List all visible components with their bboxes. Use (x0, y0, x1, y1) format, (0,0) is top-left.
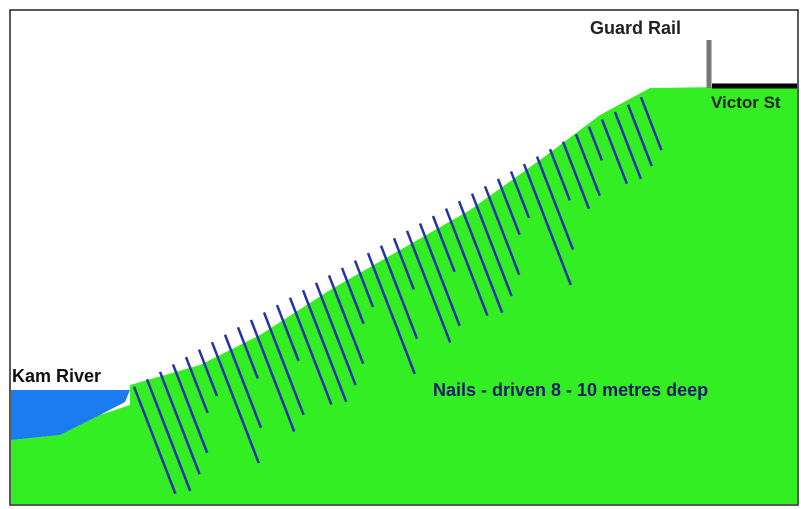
nail (223, 334, 263, 429)
nail (418, 222, 461, 327)
nail (340, 267, 365, 325)
river-label: Kam River (12, 366, 101, 386)
nail (301, 289, 348, 403)
guard-rail-label: Guard Rail (590, 18, 681, 38)
nail (522, 163, 572, 286)
nail (236, 326, 259, 379)
nail (366, 252, 416, 375)
nail (613, 111, 643, 180)
nail (639, 96, 663, 151)
street-label: Victor St (711, 93, 781, 112)
nail (626, 104, 653, 167)
nail (158, 371, 201, 475)
river (11, 390, 130, 440)
nail (405, 230, 452, 343)
nail (483, 185, 521, 276)
nails-label: Nails - driven 8 - 10 metres deep (433, 380, 708, 400)
nail (249, 319, 296, 432)
nail (431, 215, 456, 273)
nails (132, 96, 663, 495)
nail (145, 378, 192, 492)
nail (275, 304, 300, 362)
nail (457, 200, 504, 314)
nail (379, 245, 419, 340)
nail (548, 148, 571, 201)
nail (171, 363, 209, 454)
nail (210, 341, 260, 464)
nail (197, 349, 219, 397)
nail (314, 282, 357, 386)
nail (509, 170, 531, 219)
nail (561, 141, 591, 210)
nail (444, 208, 489, 316)
nail (392, 237, 415, 290)
nail (496, 178, 521, 236)
ground (11, 86, 797, 504)
nail (470, 193, 513, 297)
nail (262, 312, 305, 416)
nail (353, 260, 375, 308)
nail (132, 386, 177, 495)
nail (184, 356, 209, 414)
nail (288, 297, 333, 406)
nail (535, 156, 575, 251)
nail (327, 274, 365, 365)
nail (600, 119, 629, 185)
nail (574, 133, 601, 197)
nail (587, 126, 604, 161)
